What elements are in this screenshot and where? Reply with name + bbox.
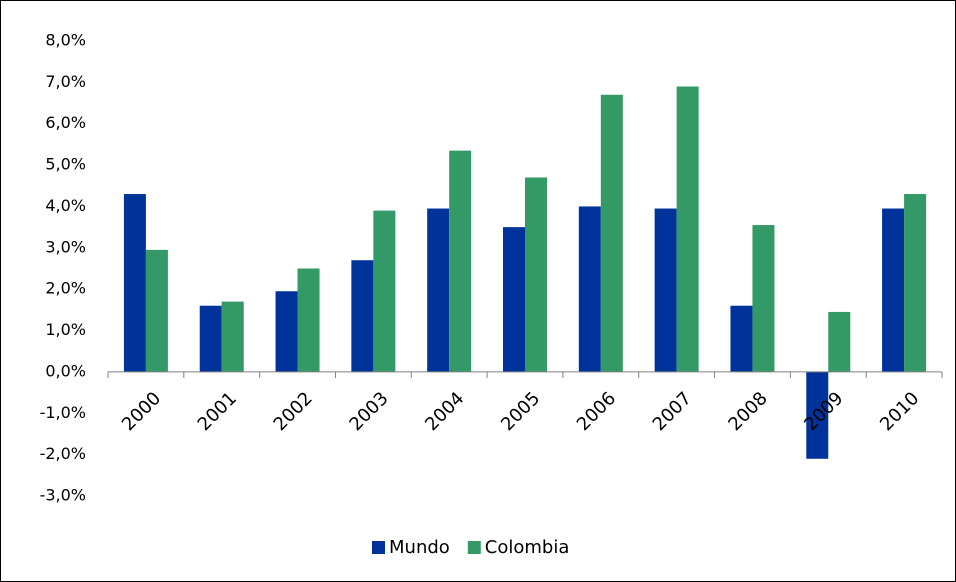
bar: [449, 150, 472, 372]
bar: [600, 94, 623, 372]
y-tick-label: 1,0%: [45, 320, 86, 339]
y-tick-label: -1,0%: [40, 403, 86, 422]
y-tick-label: 5,0%: [45, 155, 86, 174]
bar: [806, 371, 829, 459]
y-tick-label: 3,0%: [45, 237, 86, 256]
bar: [882, 208, 905, 372]
bar: [828, 311, 851, 372]
y-tick-label: 0,0%: [45, 361, 86, 380]
bar: [123, 194, 146, 372]
legend-swatch: [372, 541, 385, 554]
bar: [752, 225, 775, 372]
bar: [297, 268, 320, 372]
y-tick-label: 7,0%: [45, 72, 86, 91]
bar: [730, 305, 753, 372]
bar: [676, 86, 699, 372]
y-tick-label: 8,0%: [45, 31, 86, 50]
bar: [145, 249, 168, 372]
bar: [503, 227, 525, 372]
bar: [904, 194, 927, 372]
bar: [525, 177, 547, 372]
y-tick-label: -2,0%: [40, 444, 86, 463]
legend-swatch: [467, 541, 481, 554]
y-tick-label: 6,0%: [45, 113, 86, 132]
bar: [427, 208, 450, 372]
bar: [221, 301, 244, 372]
bar: [199, 305, 222, 372]
legend-label: Colombia: [485, 537, 570, 558]
bar: [275, 291, 298, 372]
y-tick-label: 2,0%: [45, 279, 86, 298]
bar: [578, 206, 601, 372]
y-tick-label: 4,0%: [45, 196, 86, 215]
y-tick-label: -3,0%: [40, 486, 86, 505]
bar: [351, 260, 374, 372]
bar: [373, 210, 396, 372]
legend-label: Mundo: [389, 537, 450, 558]
bar: [654, 208, 677, 372]
